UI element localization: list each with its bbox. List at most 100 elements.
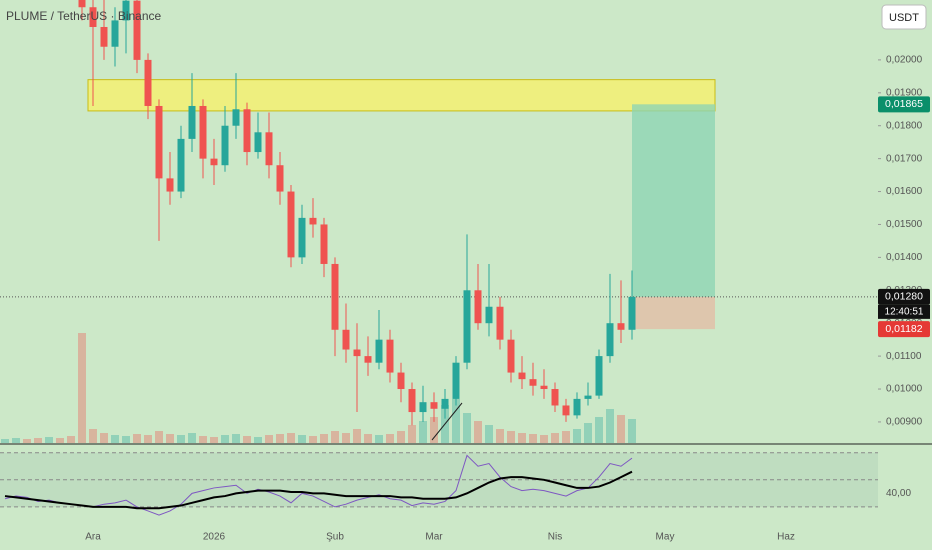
y-tick-label: 0,01000 — [886, 384, 923, 395]
candle-body — [573, 398, 581, 416]
volume-bar — [375, 435, 383, 443]
x-tick-label: 2026 — [203, 532, 226, 543]
candle-body — [144, 59, 152, 106]
volume-bar — [628, 419, 636, 443]
volume-bar — [606, 409, 614, 443]
volume-bar — [562, 431, 570, 443]
y-tick-label: 0,01500 — [886, 219, 923, 230]
volume-bar — [485, 425, 493, 443]
stop-area — [632, 296, 715, 330]
candle-body — [595, 356, 603, 396]
volume-bar — [133, 434, 141, 443]
candle-body — [386, 339, 394, 373]
candle-body — [254, 132, 262, 153]
candle-body — [89, 7, 97, 27]
volume-bar — [298, 435, 306, 443]
volume-bar — [584, 423, 592, 443]
volume-bar — [419, 421, 427, 443]
y-tick-label: 0,01400 — [886, 252, 923, 263]
volume-bar — [243, 436, 251, 443]
candle-body — [177, 138, 185, 192]
x-tick-label: May — [656, 532, 675, 543]
candle-body — [199, 105, 207, 159]
candle-body — [243, 109, 251, 153]
candle-body — [122, 0, 130, 21]
candle-body — [331, 263, 339, 330]
rsi-ma-line — [4, 470, 633, 510]
x-tick-label: Nis — [548, 532, 562, 543]
candle-body — [265, 132, 273, 166]
candle-body — [210, 158, 218, 166]
volume-bar — [144, 435, 152, 443]
currency-label[interactable]: USDT — [889, 12, 919, 24]
currency-button[interactable] — [881, 4, 927, 30]
candle-body — [419, 402, 427, 413]
candle-body — [111, 20, 119, 47]
target-area — [632, 104, 715, 297]
candle-body — [133, 0, 141, 60]
volume-bar — [408, 425, 416, 443]
candle-body — [529, 379, 537, 386]
rsi-tick-label: 40,00 — [886, 488, 911, 499]
volume-bar — [34, 438, 42, 443]
candle-body — [507, 339, 515, 373]
candle-body — [100, 26, 108, 47]
volume-bar — [199, 436, 207, 443]
candle-body — [518, 372, 526, 380]
candle-body — [628, 296, 636, 330]
volume-bar — [551, 433, 559, 443]
y-tick-label: 0,00900 — [886, 417, 923, 428]
volume-bar — [23, 439, 31, 443]
volume-bar — [386, 434, 394, 443]
volume-bar — [166, 434, 174, 443]
volume-bar — [12, 438, 20, 443]
candle-body — [155, 105, 163, 179]
candle-body — [463, 290, 471, 363]
volume-bar — [474, 421, 482, 443]
rsi-pane — [0, 452, 878, 516]
volume-bar — [210, 437, 218, 443]
volume-bar — [89, 429, 97, 443]
candle-body — [276, 165, 284, 192]
volume-bar — [342, 433, 350, 443]
volume-bar — [507, 431, 515, 443]
candle-body — [584, 395, 592, 399]
candle-body — [342, 329, 350, 350]
x-tick-label: Ara — [85, 532, 101, 543]
price-pane — [0, 0, 878, 443]
chart-title: PLUME / TetherUS · Binance — [6, 9, 162, 23]
target-badge — [878, 96, 930, 113]
candle-body — [441, 398, 449, 409]
candle-body — [408, 389, 416, 413]
candle-body — [397, 372, 405, 390]
x-tick-label: Haz — [777, 532, 795, 543]
y-tick-label: 0,01800 — [886, 120, 923, 131]
candle-body — [232, 109, 240, 126]
candle-body — [485, 306, 493, 324]
volume-bar — [463, 413, 471, 443]
volume-bar — [287, 433, 295, 443]
volume-bar — [518, 433, 526, 443]
rsi-line — [4, 454, 633, 516]
candle-body — [320, 224, 328, 264]
volume-bar — [595, 417, 603, 443]
y-tick-label: 0,01900 — [886, 87, 923, 98]
countdown: 12:40:51 — [885, 307, 924, 318]
candle-body — [287, 191, 295, 258]
entry-label: 0,01280 — [885, 291, 923, 303]
stop-label: 0,01182 — [885, 323, 922, 335]
volume-bar — [265, 435, 273, 443]
x-tick-label: Şub — [326, 532, 344, 543]
volume-bar — [617, 415, 625, 443]
candle-body — [452, 362, 460, 399]
volume-bar — [188, 433, 196, 443]
volume-bar — [100, 433, 108, 443]
volume-bar — [232, 434, 240, 443]
volume-bar — [276, 434, 284, 443]
y-tick-label: 0,02000 — [886, 55, 923, 66]
candle-body — [551, 389, 559, 406]
volume-bar — [45, 437, 53, 443]
volume-bar — [452, 399, 460, 443]
candle-body — [617, 323, 625, 330]
